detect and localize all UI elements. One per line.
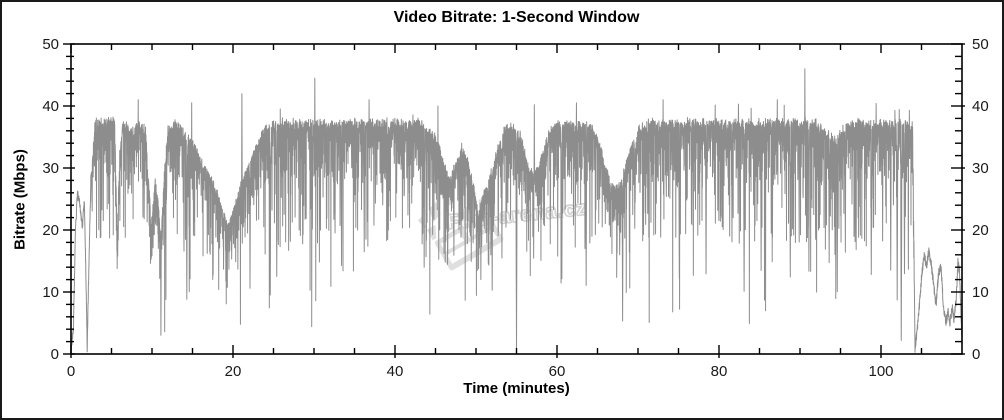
axes bbox=[63, 43, 965, 358]
x-tick-label: 40 bbox=[387, 363, 404, 380]
chart-title: Video Bitrate: 1-Second Window bbox=[393, 9, 640, 26]
y-tick-label-left: 50 bbox=[42, 36, 59, 53]
bitrate-series-line bbox=[70, 68, 963, 353]
x-tick-label: 100 bbox=[868, 363, 893, 380]
y-tick-label-right: 30 bbox=[972, 160, 989, 177]
x-tick-label: 80 bbox=[711, 363, 728, 380]
x-tick-label: 20 bbox=[225, 363, 242, 380]
y-tick-label-right: 20 bbox=[972, 222, 989, 239]
x-axis-title: Time (minutes) bbox=[463, 380, 570, 397]
y-tick-label-left: 10 bbox=[42, 284, 59, 301]
y-tick-label-right: 40 bbox=[972, 98, 989, 115]
y-tick-label-left: 40 bbox=[42, 98, 59, 115]
y-tick-label-left: 0 bbox=[51, 346, 59, 363]
y-tick-label-right: 0 bbox=[972, 346, 980, 363]
y-tick-label-left: 30 bbox=[42, 160, 59, 177]
y-tick-label-right: 10 bbox=[972, 284, 989, 301]
y-tick-label-right: 50 bbox=[972, 36, 989, 53]
x-tick-label: 60 bbox=[549, 363, 566, 380]
x-tick-label: 0 bbox=[67, 363, 75, 380]
y-tick-label-left: 20 bbox=[42, 222, 59, 239]
